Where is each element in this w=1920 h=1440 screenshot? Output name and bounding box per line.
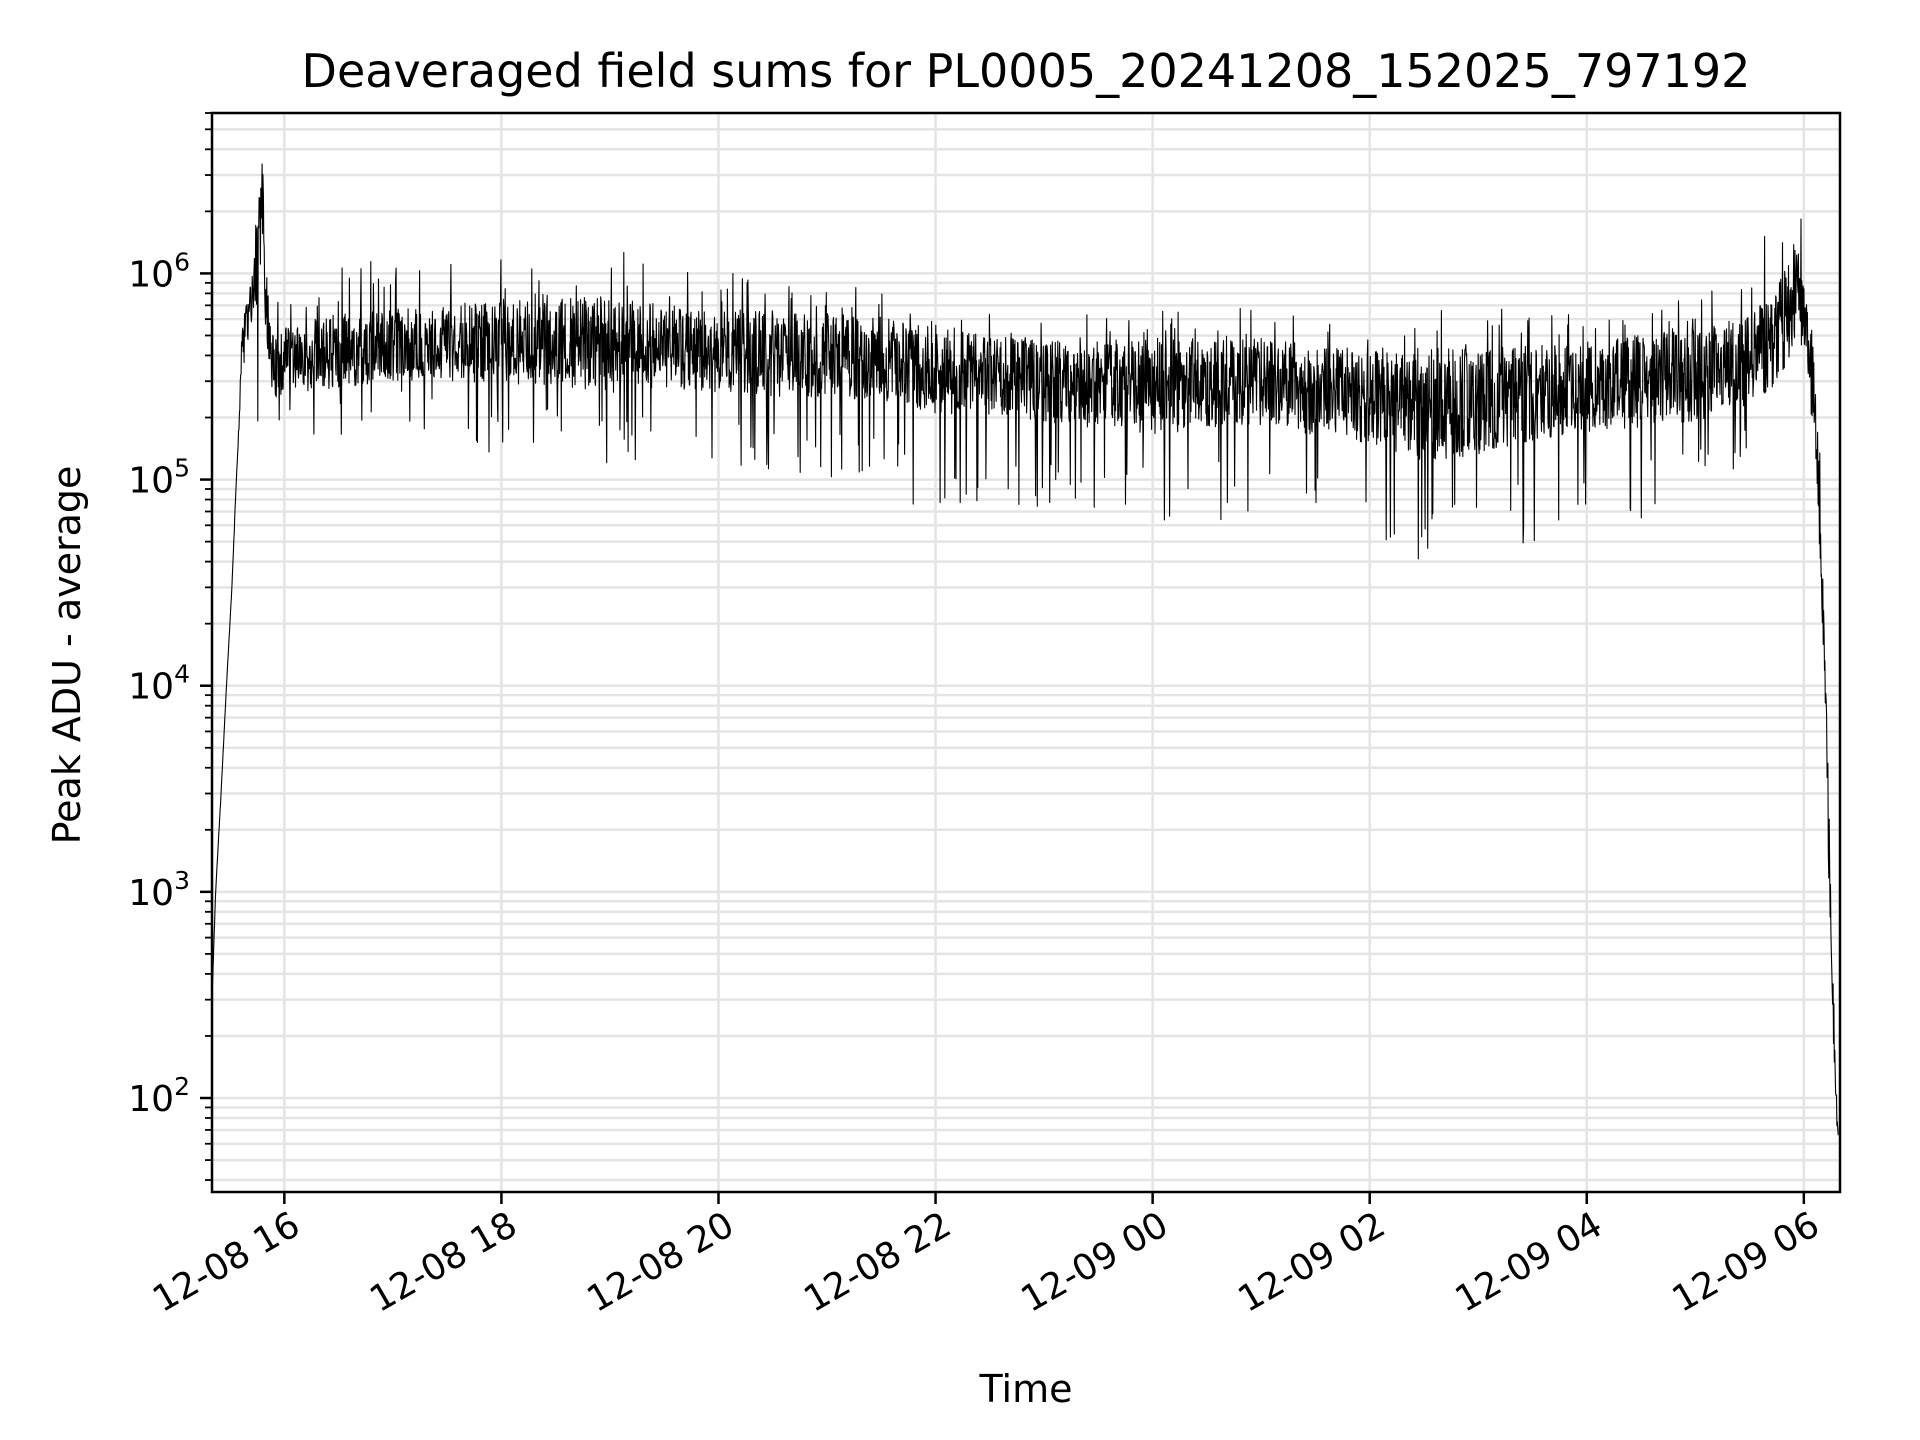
y-tick-label: 105 xyxy=(128,454,190,502)
x-axis-label: Time xyxy=(979,1367,1073,1411)
y-tick-base: 10 xyxy=(128,1079,174,1120)
y-tick-label: 104 xyxy=(128,660,190,708)
chart-title: Deaveraged field sums for PL0005_2024120… xyxy=(302,44,1751,98)
y-tick-label: 106 xyxy=(128,247,190,295)
series-layer xyxy=(211,163,1839,1136)
plot-area xyxy=(210,111,1842,1194)
y-tick-exponent: 4 xyxy=(174,660,190,689)
y-axis-label: Peak ADU - average xyxy=(45,466,89,845)
series-line xyxy=(211,163,1839,1136)
y-tick-exponent: 3 xyxy=(174,866,190,895)
y-tick-base: 10 xyxy=(128,254,174,295)
y-tick-base: 10 xyxy=(128,667,174,708)
y-tick-exponent: 6 xyxy=(174,247,190,276)
y-tick-exponent: 2 xyxy=(174,1072,190,1101)
y-tick-label: 103 xyxy=(128,866,190,914)
plot-frame xyxy=(210,111,1842,1194)
y-tick-exponent: 5 xyxy=(174,454,190,483)
y-tick-base: 10 xyxy=(128,873,174,914)
y-tick-label: 102 xyxy=(128,1072,190,1120)
y-tick-base: 10 xyxy=(128,461,174,502)
grid-layer xyxy=(212,111,1840,1192)
